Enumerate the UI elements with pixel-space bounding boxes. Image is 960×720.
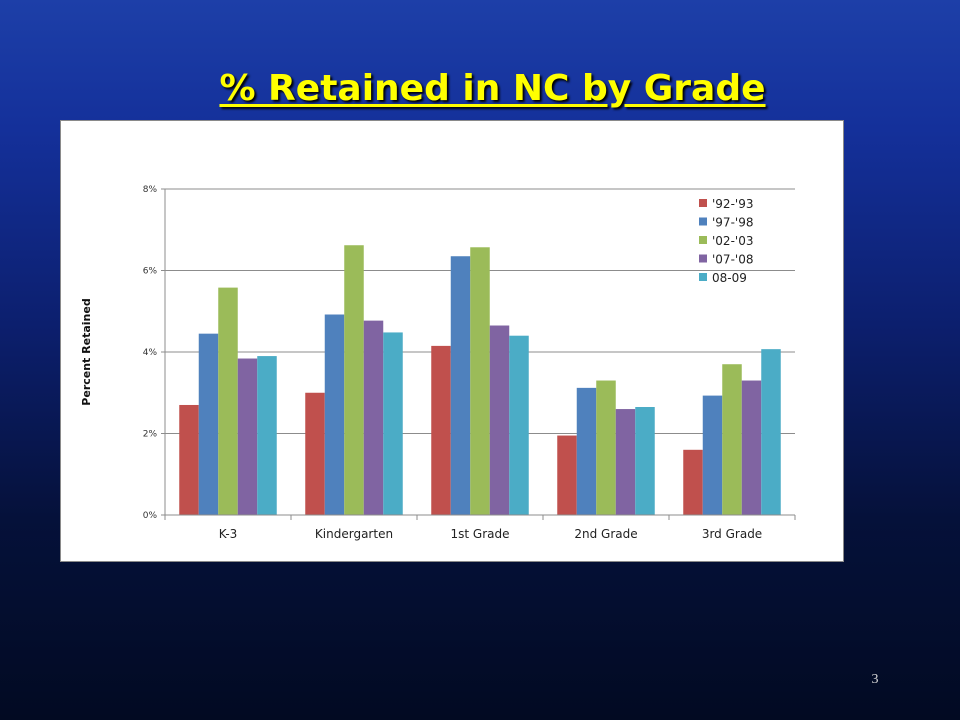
bar-1st-grade-series-1 (450, 256, 471, 515)
slide-title: % Retained in NC by Grade (219, 68, 766, 109)
legend-label: '02-'03 (712, 234, 753, 248)
x-category-label: 3rd Grade (702, 527, 762, 541)
legend-label: 08-09 (712, 271, 747, 285)
y-tick-label: 8% (143, 185, 158, 195)
x-category-label: K-3 (219, 527, 238, 541)
bar-kindergarten-series-4 (383, 332, 403, 515)
bar-1st-grade-series-3 (489, 325, 510, 515)
x-category-label: 1st Grade (451, 527, 510, 541)
legend-swatch (699, 254, 707, 263)
legend-label: '97-'98 (712, 216, 753, 230)
bar-k-3-series-1 (198, 333, 219, 515)
legend-swatch (699, 273, 707, 281)
y-axis-title: Percent Retained (80, 298, 93, 405)
y-tick-label: 6% (143, 267, 158, 277)
bar-2nd-grade-series-4 (635, 407, 655, 515)
x-category-label: 2nd Grade (574, 527, 637, 541)
chart-frame: 0% 2% 4% 6% 8% K-3 Kindergarten 1st Grade 2nd Gr… (60, 120, 844, 562)
bar-k-3-series-3 (237, 358, 258, 515)
bar-kindergarten-series-0 (305, 392, 325, 515)
bar-2nd-grade-series-1 (576, 387, 597, 515)
bar-3rd-grade-series-1 (702, 395, 723, 515)
bar-3rd-grade-series-2 (722, 364, 742, 515)
bar-1st-grade-series-4 (509, 335, 529, 515)
y-tick-label: 0% (143, 511, 158, 521)
x-category-label: Kindergarten (315, 527, 393, 541)
legend-label: '92-'93 (712, 197, 753, 211)
legend-swatch (699, 236, 707, 244)
bar-chart: 0% 2% 4% 6% 8% K-3 Kindergarten 1st Grade 2nd Gr… (80, 185, 796, 541)
bar-2nd-grade-series-0 (557, 435, 577, 515)
bar-kindergarten-series-1 (324, 314, 345, 515)
legend-label: '07-'08 (712, 253, 753, 267)
bar-3rd-grade-series-3 (741, 380, 762, 515)
legend: '92-'93 '97-'98 '02-'03 '07-'08 08-09 (699, 197, 753, 285)
bar-kindergarten-series-3 (363, 320, 384, 515)
bar-kindergarten-series-2 (344, 245, 364, 516)
slide-number: 3 (871, 672, 879, 687)
bar-k-3-series-4 (257, 356, 277, 515)
axes: 0% 2% 4% 6% 8% K-3 Kindergarten 1st Grade 2nd Gr… (143, 185, 796, 541)
bar-3rd-grade-series-4 (761, 349, 781, 515)
legend-swatch (699, 199, 707, 207)
legend-swatch (699, 217, 707, 226)
y-tick-label: 4% (143, 348, 158, 358)
bar-2nd-grade-series-3 (615, 409, 636, 515)
y-tick-label: 2% (143, 430, 158, 440)
bar-k-3-series-0 (179, 404, 199, 515)
bar-1st-grade-series-2 (470, 247, 490, 515)
bar-1st-grade-series-0 (431, 345, 451, 515)
bars (179, 245, 781, 516)
bar-2nd-grade-series-2 (596, 380, 616, 515)
bar-3rd-grade-series-0 (683, 449, 703, 515)
bar-k-3-series-2 (218, 287, 238, 515)
